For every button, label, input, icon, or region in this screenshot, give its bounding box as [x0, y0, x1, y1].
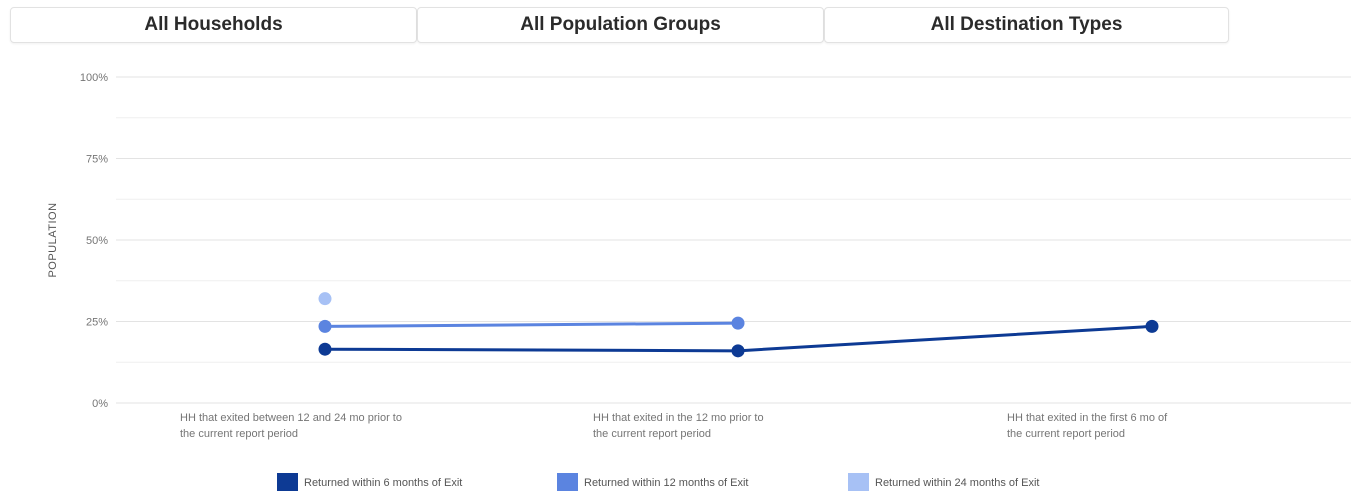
x-category-label-line: the current report period	[593, 428, 711, 440]
x-category-label-line: the current report period	[1007, 428, 1125, 440]
legend-swatch	[848, 473, 869, 491]
series-2	[318, 316, 745, 333]
population-groups-filter-button[interactable]: All Population Groups	[417, 7, 824, 43]
series	[318, 292, 1159, 358]
data-point	[318, 342, 332, 356]
data-point	[731, 344, 745, 358]
x-category-label: HH that exited in the first 6 mo of the c…	[1007, 412, 1168, 440]
x-category-label-line: HH that exited between 12 and 24 mo prio…	[180, 412, 402, 424]
legend-item: Returned within 12 months of Exit	[557, 473, 748, 491]
data-point	[1145, 319, 1159, 333]
y-tick-label: 50%	[86, 235, 108, 247]
y-tick-label: 100%	[80, 72, 108, 84]
x-category-label-line: HH that exited in the first 6 mo of	[1007, 412, 1168, 424]
legend-item: Returned within 24 months of Exit	[848, 473, 1039, 491]
x-category-label-line: HH that exited in the 12 mo prior to	[593, 412, 764, 424]
y-tick-label: 0%	[92, 398, 108, 410]
legend-label: Returned within 12 months of Exit	[584, 477, 748, 489]
legend-item: Returned within 6 months of Exit	[277, 473, 462, 491]
legend: Returned within 6 months of Exit Returned…	[277, 473, 1039, 491]
legend-label: Returned within 24 months of Exit	[875, 477, 1039, 489]
y-axis-title: POPULATION	[47, 202, 59, 277]
data-point	[731, 316, 745, 330]
y-axis-ticks: 0% 25% 50% 75% 100%	[80, 72, 108, 410]
series-1	[318, 319, 1159, 358]
y-tick-label: 25%	[86, 317, 108, 329]
x-category-label: HH that exited in the 12 mo prior to the …	[593, 412, 764, 440]
x-category-label: HH that exited between 12 and 24 mo prio…	[180, 412, 402, 440]
series-line	[324, 321, 739, 328]
x-category-label-line: the current report period	[180, 428, 298, 440]
legend-swatch	[277, 473, 298, 491]
data-point	[318, 319, 332, 333]
y-tick-label: 75%	[86, 154, 108, 166]
filter-bar: All Households All Population Groups All…	[10, 7, 1229, 43]
households-filter-button[interactable]: All Households	[10, 7, 417, 43]
data-point	[318, 292, 332, 306]
series-3	[318, 292, 332, 306]
destination-types-filter-button[interactable]: All Destination Types	[824, 7, 1229, 43]
legend-label: Returned within 6 months of Exit	[304, 477, 462, 489]
legend-swatch	[557, 473, 578, 491]
x-axis-categories: HH that exited between 12 and 24 mo prio…	[180, 412, 1168, 440]
